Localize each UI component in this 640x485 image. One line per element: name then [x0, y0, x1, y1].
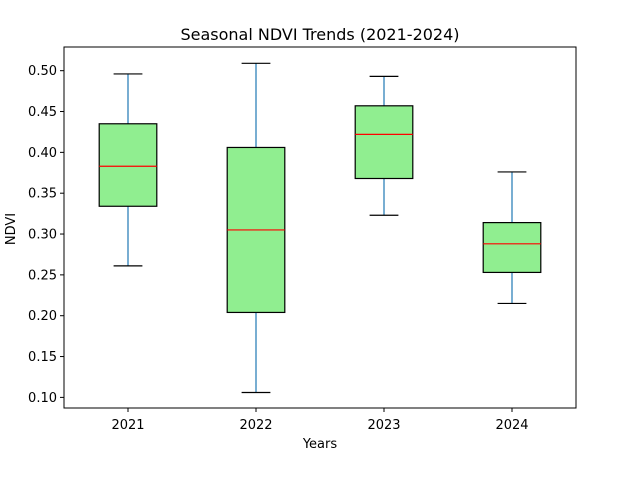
- y-tick-label: 0.35: [28, 187, 57, 202]
- y-axis-label: NDVI: [4, 213, 19, 245]
- iqr-box-2024: [482, 221, 542, 274]
- x-axis: 2021 2022 2023 2024: [111, 408, 529, 433]
- box-2022: [226, 62, 286, 394]
- y-tick-label: 0.45: [28, 105, 57, 120]
- box-2023: [354, 75, 414, 216]
- y-axis: 0.10 0.15 0.20 0.25 0.30 0.35 0.40 0.45 0.50: [28, 64, 64, 406]
- box-2021: [98, 73, 158, 267]
- y-tick-label: 0.50: [28, 64, 57, 79]
- y-tick-label: 0.10: [28, 391, 57, 406]
- box-2024: [482, 171, 542, 305]
- chart-title: Seasonal NDVI Trends (2021-2024): [180, 25, 459, 44]
- plot-frame: [63, 46, 577, 409]
- iqr-box-2023: [354, 105, 414, 180]
- y-tick-label: 0.40: [28, 146, 57, 161]
- y-tick-label: 0.25: [28, 268, 57, 283]
- x-tick-label: 2021: [111, 418, 144, 433]
- x-tick-label: 2022: [239, 418, 272, 433]
- y-tick-label: 0.20: [28, 309, 57, 324]
- x-tick-label: 2023: [367, 418, 400, 433]
- y-tick-label: 0.30: [28, 228, 57, 243]
- x-axis-label: Years: [302, 437, 338, 452]
- x-tick-label: 2024: [495, 418, 528, 433]
- plot-area: [63, 46, 577, 409]
- iqr-box-2021: [98, 123, 158, 207]
- y-tick-label: 0.15: [28, 350, 57, 365]
